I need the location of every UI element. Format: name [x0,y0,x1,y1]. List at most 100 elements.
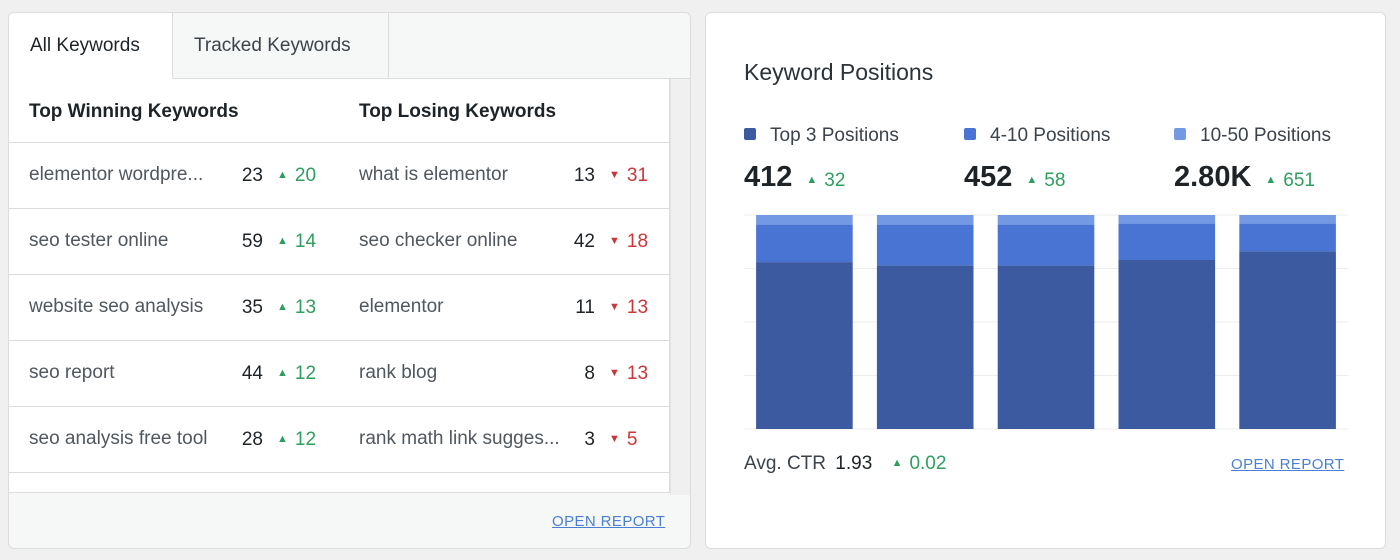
losing-keyword-position: 3 [584,429,595,450]
keywords-scrollbar[interactable] [670,79,690,495]
bar-1-segment-2[interactable] [756,224,853,263]
tab-all-keywords[interactable]: All Keywords [9,13,173,79]
stat-4-10-change: ▲ 58 [1026,170,1065,191]
keyword-row: website seo analysis 35 ▲ 13 elementor 11 ▼ 13 [9,275,669,341]
bar-4-segment-1[interactable] [1118,259,1216,429]
losing-keyword-change-value: 13 [626,297,649,318]
losing-keyword[interactable]: rank math link sugges... [359,428,560,449]
stat-10-50-change: ▲ 651 [1265,170,1315,191]
winning-keyword-change: ▲ 12 [277,363,316,385]
losing-keyword-position: 11 [575,297,595,318]
avg-ctr-label: Avg. CTR [744,453,827,474]
keyword-row: seo analysis free tool 28 ▲ 12 rank math lin… [9,407,669,473]
up-arrow-icon: ▲ [277,367,288,379]
avg-ctr: Avg. CTR 1.93 ▲ 0.02 [744,453,946,475]
losing-keyword[interactable]: what is elementor [359,164,508,185]
winning-keyword-change: ▲ 13 [277,297,316,319]
bar-5-segment-1[interactable] [1239,251,1336,429]
keywords-open-report-link[interactable]: OPEN REPORT [552,513,666,530]
losing-keyword-change-value: 5 [626,429,638,450]
stat-10-50-value: 2.80K [1174,161,1252,193]
bar-4-segment-3[interactable] [1118,215,1216,224]
losing-keyword-change-value: 31 [626,165,649,186]
bar-3-segment-2[interactable] [997,224,1095,266]
up-arrow-icon: ▲ [1026,174,1038,186]
winning-keyword[interactable]: elementor wordpre... [29,164,204,185]
bar-1-segment-1[interactable] [756,262,853,429]
winning-keyword-position: 35 [241,297,263,318]
bar-3-segment-1[interactable] [997,265,1095,429]
legend-10-50-label: 10-50 Positions [1200,125,1331,146]
losing-keyword-position: 8 [584,363,595,384]
losing-keyword-change: ▼ 13 [609,363,648,385]
bar-1-segment-3[interactable] [756,215,853,225]
positions-open-report-link[interactable]: OPEN REPORT [1231,456,1345,473]
losing-keyword-position: 13 [573,165,595,186]
losing-keyword-change: ▼ 18 [609,231,648,253]
keywords-table: Top Winning Keywords Top Losing Keywords… [9,79,670,493]
winning-keyword-change-value: 12 [294,429,317,450]
up-arrow-icon: ▲ [277,169,288,181]
keywords-footer [9,495,670,515]
bar-4-segment-2[interactable] [1118,223,1216,260]
bar-5-segment-2[interactable] [1239,223,1336,252]
stat-10-50: 2.80K ▲ 651 [1174,161,1315,194]
winning-keyword-change: ▲ 20 [277,165,316,187]
winning-keyword[interactable]: website seo analysis [29,296,204,317]
down-arrow-icon: ▼ [609,367,620,379]
winning-keyword-change-value: 13 [294,297,317,318]
winning-keyword-change-value: 20 [294,165,317,186]
legend-4-10: 4-10 Positions [964,125,1110,147]
losing-keyword-position: 42 [573,231,595,252]
down-arrow-icon: ▼ [609,301,620,313]
legend-10-50: 10-50 Positions [1174,125,1331,147]
legend-10-50-swatch [1174,128,1186,140]
bar-3-segment-3[interactable] [997,215,1095,225]
winning-keyword[interactable]: seo tester online [29,230,169,251]
winning-keyword-position: 28 [241,429,263,450]
winning-keyword-change: ▲ 12 [277,429,316,451]
keyword-row: seo tester online 59 ▲ 14 seo checker online… [9,209,669,275]
bar-2-segment-2[interactable] [876,224,974,266]
legend-4-10-label: 4-10 Positions [990,125,1111,146]
losing-keyword-change-value: 18 [626,231,649,252]
stat-top3-change: ▲ 32 [806,170,845,191]
bar-2-segment-3[interactable] [876,215,974,225]
losing-keyword[interactable]: elementor [359,296,444,317]
losing-keyword[interactable]: seo checker online [359,230,518,251]
keyword-positions-panel: Keyword Positions Top 3 Positions 4-10 P… [705,12,1386,549]
tab-bar-filler [389,13,690,79]
up-arrow-icon: ▲ [806,174,818,186]
winning-keyword-change: ▲ 14 [277,231,316,253]
keywords-table-header: Top Winning Keywords Top Losing Keywords [9,79,669,143]
keywords-panel: All Keywords Tracked Keywords Top Winnin… [8,12,691,549]
legend-top3-swatch [744,128,756,140]
winning-keyword-position: 23 [241,165,263,186]
losing-keywords-heading: Top Losing Keywords [359,101,557,122]
up-arrow-icon: ▲ [277,433,288,445]
up-arrow-icon: ▲ [277,235,288,247]
losing-keyword-change-value: 13 [626,363,649,384]
bar-2-segment-1[interactable] [876,265,974,429]
tab-tracked-keywords[interactable]: Tracked Keywords [173,13,389,79]
keyword-positions-chart [744,214,1348,430]
stat-top3-change-value: 32 [824,170,846,191]
winning-keyword-change-value: 14 [294,231,317,252]
avg-ctr-value: 1.93 [835,453,873,474]
winning-keyword-position: 59 [241,231,263,252]
winning-keyword-change-value: 12 [294,363,317,384]
losing-keyword-change: ▼ 31 [609,165,648,187]
keyword-tabs: All Keywords Tracked Keywords [9,13,389,79]
winning-keyword-position: 44 [241,363,263,384]
winning-keyword[interactable]: seo report [29,362,115,383]
keyword-positions-title: Keyword Positions [744,59,934,85]
winning-keyword[interactable]: seo analysis free tool [29,428,208,449]
stat-4-10: 452 ▲ 58 [964,161,1065,194]
keyword-row: seo report 44 ▲ 12 rank blog 8 ▼ 13 [9,341,669,407]
down-arrow-icon: ▼ [609,433,620,445]
losing-keyword[interactable]: rank blog [359,362,438,383]
stat-10-50-change-value: 651 [1283,170,1315,191]
keyword-row: elementor wordpre... 23 ▲ 20 what is element… [9,143,669,209]
up-arrow-icon: ▲ [1265,174,1277,186]
bar-5-segment-3[interactable] [1239,215,1336,224]
